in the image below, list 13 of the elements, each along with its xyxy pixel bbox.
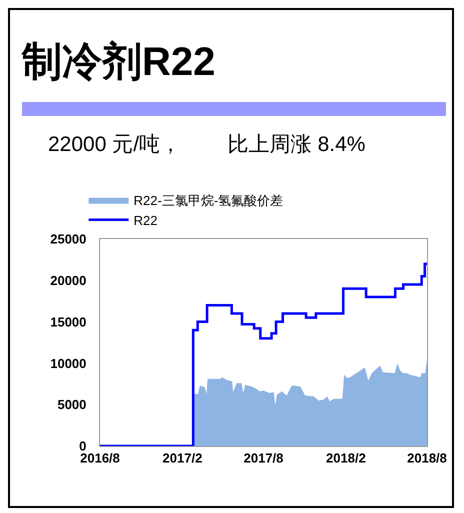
x-tick-label: 2017/8 [244,450,284,466]
legend-label: R22-三氯甲烷-氢氟酸价差 [134,192,284,208]
x-tick-label: 2018/2 [326,450,366,466]
x-tick-label: 2017/2 [162,450,202,466]
y-tick-label: 20000 [50,272,86,288]
y-tick-label: 10000 [50,356,86,371]
legend-label: R22 [134,212,158,228]
chart-subtitle: 22000 元/吨， 比上周涨 8.4% [48,132,366,158]
y-tick-label: 5000 [57,397,86,412]
y-tick-label: 25000 [50,232,86,247]
y-tick-label: 15000 [50,314,86,330]
x-tick-label: 2018/8 [407,450,447,466]
chart-title: 制冷剂R22 [22,39,216,86]
